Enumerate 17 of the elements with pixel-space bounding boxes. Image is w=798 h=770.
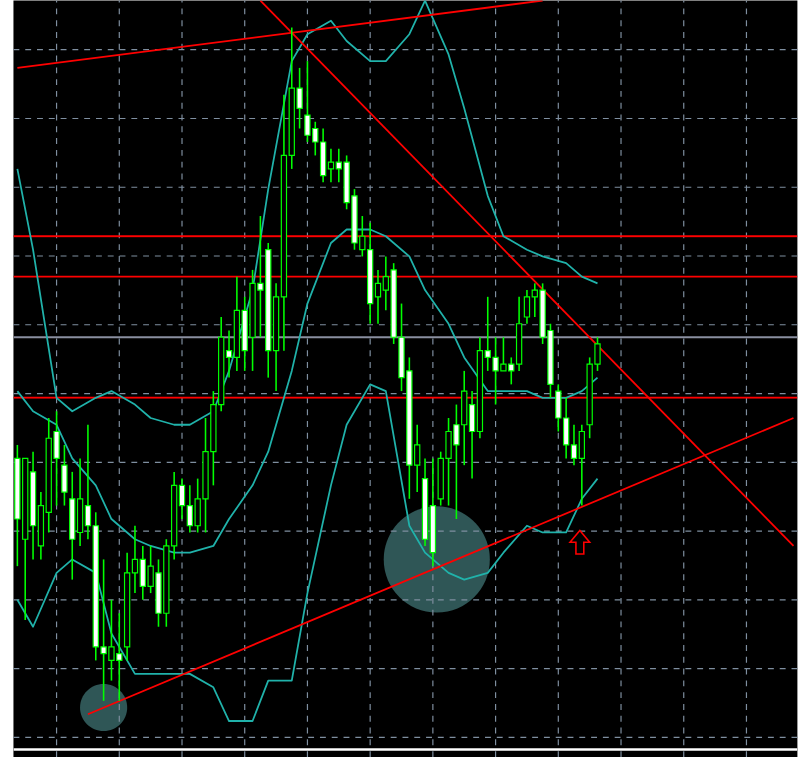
candlestick [578,423,585,507]
candlestick [319,127,327,183]
candlestick [69,470,76,581]
candlestick [562,396,570,459]
candlestick [500,336,507,372]
candlestick [445,417,452,507]
candlestick [186,484,194,534]
candlestick [327,147,335,183]
candlestick [515,295,523,372]
candlestick [570,423,578,466]
candlestick [429,457,437,567]
candlestick [461,369,468,466]
candlestick [233,275,241,372]
candlestick [76,457,84,547]
candlestick [108,598,115,682]
candlestick [139,544,146,601]
candlestick [523,289,531,325]
